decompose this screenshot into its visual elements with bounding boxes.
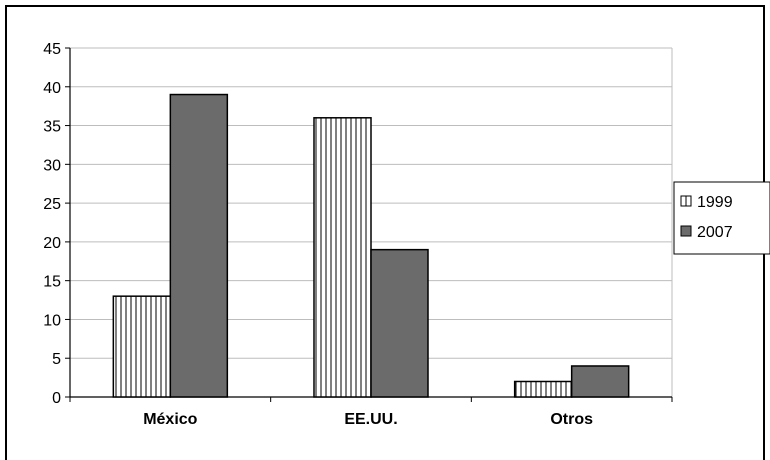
y-tick-label: 30 xyxy=(43,157,61,174)
bars xyxy=(112,93,630,398)
x-category-label: México xyxy=(143,411,197,428)
y-tick-label: 40 xyxy=(43,80,61,97)
bar-1999-EE.UU. xyxy=(313,117,372,398)
labels: 0 5 10 15 20 25 30 35 40 45 México EE.UU. Otros xyxy=(43,41,593,428)
legend: 1999 2007 xyxy=(673,181,770,255)
y-tick-label: 10 xyxy=(43,312,61,329)
y-tick-label: 5 xyxy=(52,351,61,368)
bar-1999-Otros xyxy=(513,380,573,398)
y-tick-label: 35 xyxy=(43,119,61,136)
x-category-label: Otros xyxy=(550,411,593,428)
legend-swatch-1999 xyxy=(680,195,692,207)
legend-box xyxy=(673,181,770,255)
bar-2007-EE.UU. xyxy=(370,248,429,398)
legend-label-1999: 1999 xyxy=(697,194,733,211)
y-tick-label: 15 xyxy=(43,274,61,291)
x-category-label: EE.UU. xyxy=(344,411,397,428)
bar-2007-Otros xyxy=(570,365,630,398)
legend-label-2007: 2007 xyxy=(697,224,733,241)
y-tick-label: 25 xyxy=(43,196,61,213)
legend-swatch-2007 xyxy=(680,225,692,237)
y-tick-label: 20 xyxy=(43,235,61,252)
y-tick-label: 45 xyxy=(43,41,61,58)
y-tick-label: 0 xyxy=(52,390,61,407)
bar-2007-México xyxy=(169,93,229,398)
bar-1999-México xyxy=(112,295,172,398)
